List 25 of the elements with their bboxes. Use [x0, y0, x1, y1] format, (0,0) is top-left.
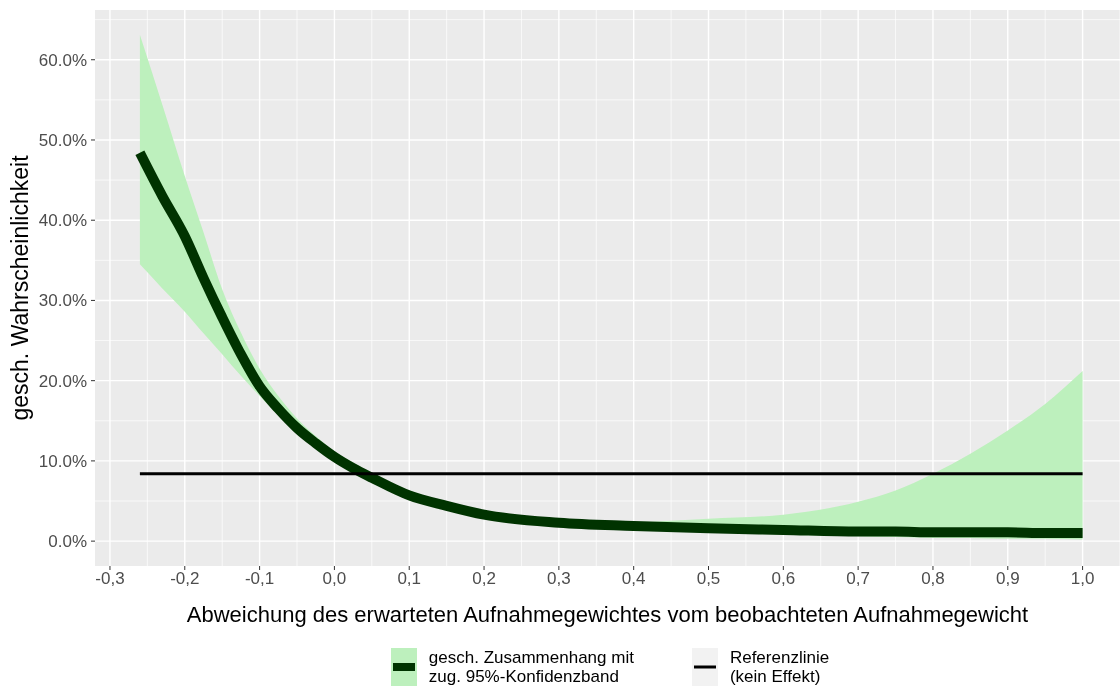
legend-label: Referenzlinie (kein Effekt) — [729, 648, 830, 686]
y-tick-label: 60.0% — [38, 50, 87, 70]
x-tick-label: 1,0 — [1070, 569, 1095, 589]
legend-label: gesch. Zusammenhang mit zug. 95%-Konfidenzband — [428, 648, 634, 686]
y-axis-title: gesch. Wahrscheinlichkeit — [7, 154, 34, 421]
x-tick-label: 0,3 — [547, 569, 571, 589]
x-tick-label: -0,3 — [95, 569, 125, 589]
x-tick-label: 0,2 — [472, 569, 496, 589]
y-tick-label: 50.0% — [38, 131, 87, 151]
x-tick-label: 0,5 — [696, 569, 721, 589]
x-tick-label: 0,9 — [995, 569, 1020, 589]
y-tick-label: 10.0% — [38, 451, 87, 471]
x-tick-label: 0,4 — [621, 569, 646, 589]
x-axis-title: Abweichung des erwarteten Aufnahmegewichtes vom beobachteten Aufnahmegewicht — [186, 602, 1029, 627]
x-tick-label: 0,6 — [771, 569, 796, 589]
x-tick-label: -0,1 — [244, 569, 275, 589]
x-tick-label: 0,0 — [322, 569, 347, 589]
x-tick-label: 0,1 — [397, 569, 422, 589]
y-tick-label: 0.0% — [48, 532, 87, 552]
x-tick-label: 0,8 — [921, 569, 945, 589]
x-tick-label: -0,2 — [170, 569, 200, 589]
y-tick-label: 30.0% — [38, 291, 87, 311]
x-tick-label: 0,7 — [846, 569, 870, 589]
y-tick-label: 40.0% — [38, 211, 87, 231]
y-tick-label: 20.0% — [38, 371, 87, 391]
